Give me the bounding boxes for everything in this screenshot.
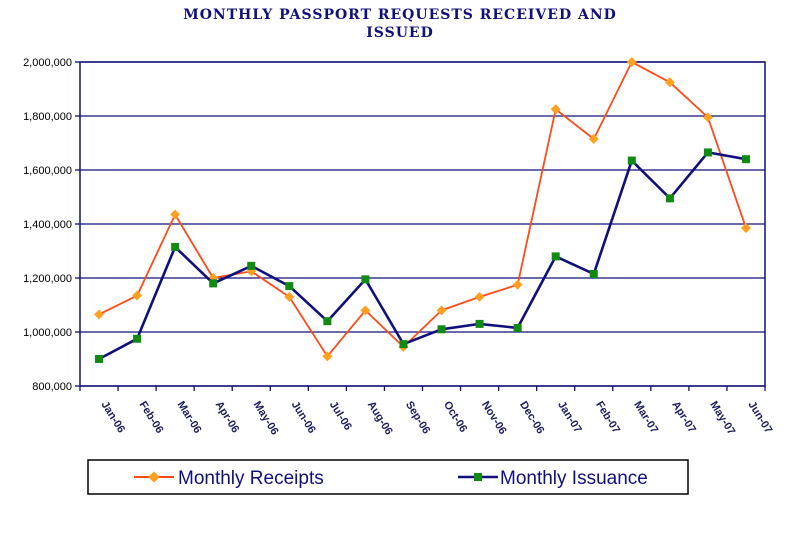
plot-area: 800,000 1,000,000 1,200,000 1,400,000 1,600,… [23, 57, 774, 437]
issuance-point [399, 340, 408, 349]
x-tick-label: Feb-07 [593, 399, 622, 435]
issuance-point [323, 317, 332, 326]
y-tick-label: 1,000,000 [23, 327, 72, 339]
x-tick-label: Apr-06 [213, 399, 242, 435]
issuance-point [133, 334, 142, 343]
receipts-point [436, 305, 447, 316]
issuance-point [285, 282, 294, 291]
x-tick-label: Jan-07 [555, 399, 584, 435]
receipts-point [360, 305, 371, 316]
x-tick-label: Mar-06 [175, 399, 204, 435]
x-tick-label: Jun-07 [745, 399, 774, 435]
x-tick-label: May-07 [707, 399, 737, 437]
y-tick-label: 2,000,000 [23, 57, 72, 69]
receipts-point [322, 351, 333, 362]
x-tick-label: Mar-07 [631, 399, 660, 435]
receipts-point [550, 104, 561, 115]
chart-title-line-1: MONTHLY PASSPORT REQUESTS RECEIVED AND [183, 7, 617, 23]
issuance-point [551, 252, 560, 261]
issuance-series-line [98, 151, 747, 361]
y-tick-label: 800,000 [32, 381, 72, 393]
issuance-point [475, 319, 484, 328]
issuance-point [665, 194, 674, 203]
receipts-point [474, 291, 485, 302]
legend-issuance-marker [474, 473, 482, 481]
issuance-point [437, 325, 446, 334]
issuance-point [627, 156, 636, 165]
y-tick-label: 1,200,000 [23, 273, 72, 285]
x-tick-label: Jan-06 [98, 399, 127, 435]
issuance-point [589, 269, 598, 278]
receipts-point [512, 279, 523, 290]
x-tick-label: Feb-06 [137, 399, 166, 435]
issuance-point [741, 155, 750, 164]
y-tick-label: 1,600,000 [23, 165, 72, 177]
issuance-point [209, 279, 218, 288]
issuance-point [171, 242, 180, 251]
x-tick-label: Dec-06 [517, 399, 546, 436]
x-tick-label: Aug-06 [365, 399, 395, 437]
chart-title: MONTHLY PASSPORT REQUESTS RECEIVED AND I… [0, 6, 800, 42]
x-tick-label: Oct-06 [441, 399, 469, 434]
x-tick-label: May-06 [251, 399, 281, 437]
receipts-point [588, 134, 599, 144]
legend-box [87, 459, 689, 495]
y-tick-label: 1,400,000 [23, 219, 72, 231]
issuance-point [247, 261, 256, 270]
issuance-point [703, 148, 712, 157]
issuance-point [95, 355, 104, 363]
x-tick-label: Nov-06 [479, 399, 509, 436]
receipts-point [741, 223, 751, 233]
legend-receipts-label: Monthly Receipts [178, 468, 324, 489]
receipts-point [702, 112, 713, 123]
legend-receipts-marker [148, 471, 160, 483]
receipts-point [626, 57, 637, 67]
legend-issuance-label: Monthly Issuance [500, 468, 648, 489]
receipts-series-line [98, 61, 747, 358]
legend: Monthly Receipts Monthly Issuance [87, 459, 689, 495]
chart-title-line-2: ISSUED [366, 25, 434, 41]
receipts-point [664, 77, 675, 88]
x-tick-label: Jun-06 [289, 399, 318, 435]
receipts-point [284, 291, 295, 302]
issuance-point [361, 275, 370, 284]
receipts-point [132, 290, 143, 301]
x-tick-label: Sep-06 [403, 399, 432, 436]
x-tick-label: Jul-06 [327, 399, 354, 432]
y-tick-label: 1,800,000 [23, 111, 72, 123]
x-tick-label: Apr-07 [669, 399, 698, 435]
receipts-point [170, 209, 181, 220]
issuance-point [513, 323, 522, 332]
